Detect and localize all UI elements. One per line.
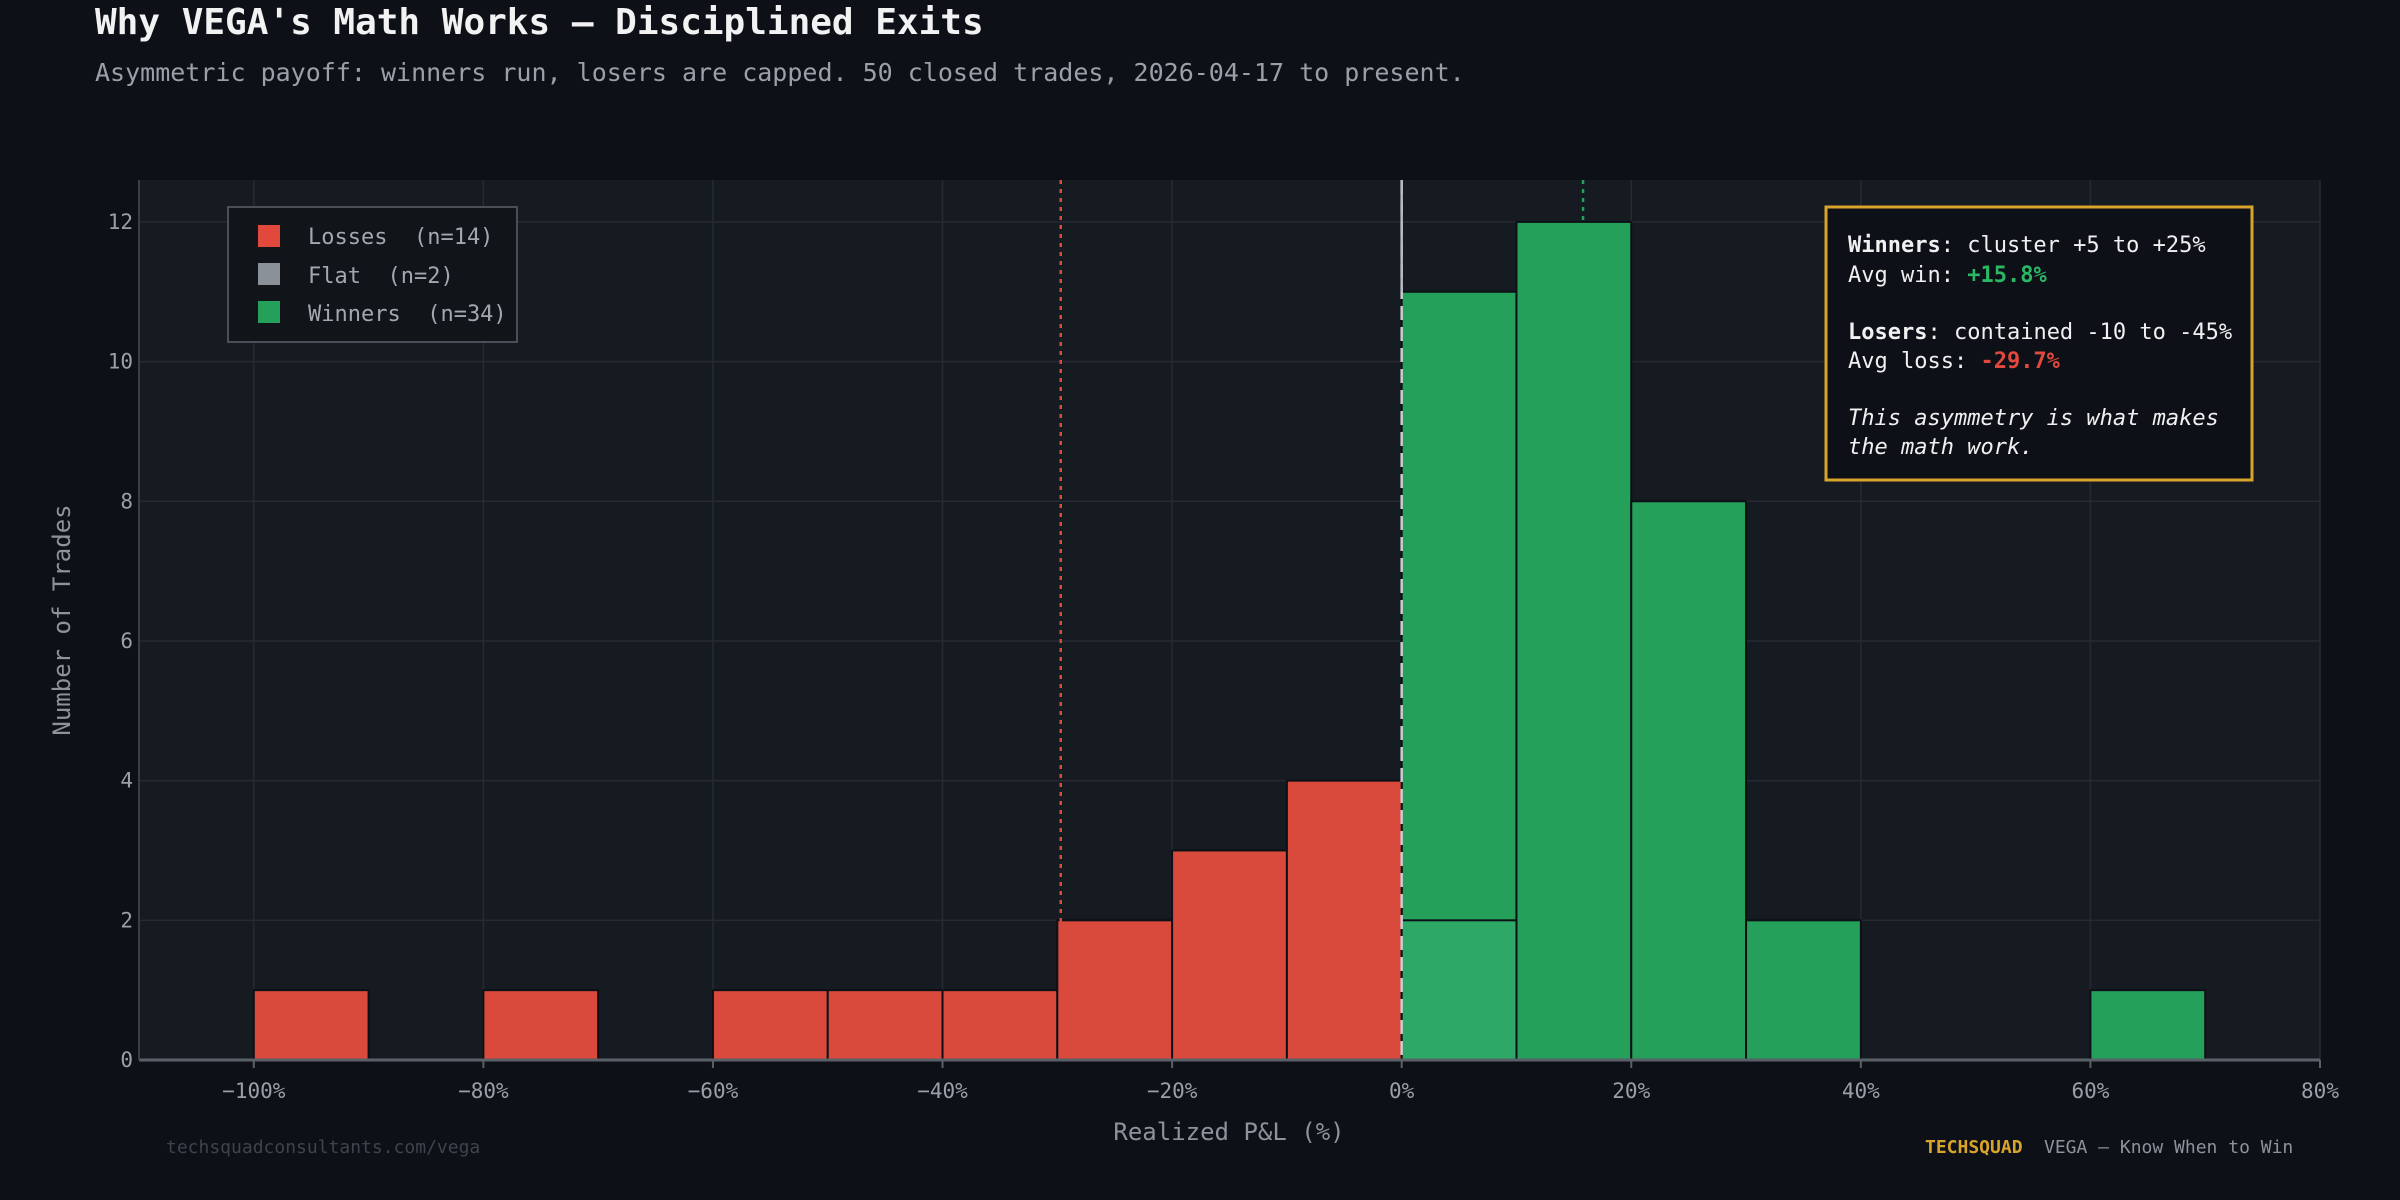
legend-label-flat: Flat (n=2): [308, 264, 454, 289]
footer-brand: TECHSQUAD: [1925, 1137, 2023, 1158]
legend-swatch-winners: [258, 301, 280, 323]
x-tick-labels: −100% −80% −60% −40% −20% 0% 20% 40% 60% 80%: [222, 1060, 2339, 1103]
legend-swatch-flat: [258, 263, 280, 285]
annotation-frame: [1824, 205, 2254, 482]
y-tick-label: 0: [120, 1048, 133, 1072]
x-tick-label: 20%: [1612, 1079, 1650, 1103]
bar-losses: [1171, 849, 1288, 1061]
y-tick-labels: 0 2 4 6 8 10 12: [108, 210, 133, 1072]
annotation-note-line-2: the math work.: [1848, 435, 2033, 460]
legend-label-losses: Losses (n=14): [308, 225, 493, 250]
footer-url: techsquadconsultants.com/vega: [166, 1137, 480, 1158]
y-tick-label: 2: [120, 908, 133, 932]
bar-losses: [826, 989, 944, 1062]
y-tick-label: 12: [108, 210, 133, 234]
annotation-winners-label: Winners: [1848, 233, 1941, 258]
chart-title: Why VEGA's Math Works — Disciplined Exit…: [95, 2, 984, 43]
x-tick-label: −40%: [917, 1079, 968, 1103]
bar-losses: [1285, 779, 1403, 1062]
annotation-avg-win-line: Avg win: +15.8%: [1848, 263, 2047, 288]
annotation-winners-line: Winners: cluster +5 to +25%: [1848, 233, 2206, 258]
footer-tagline: VEGA — Know When to Win: [2044, 1137, 2293, 1158]
annotation-losers-text: : contained -10 to -45%: [1927, 320, 2232, 345]
bar-winners: [1630, 500, 1748, 1061]
x-tick-label: 60%: [2071, 1079, 2109, 1103]
annotation-avg-win-value: +15.8%: [1967, 263, 2047, 288]
x-tick-label: −60%: [688, 1079, 739, 1103]
bar-winners: [1515, 220, 1633, 1061]
y-tick-label: 6: [120, 629, 133, 653]
legend-swatch-losses: [258, 225, 280, 247]
bar-losses: [1056, 919, 1174, 1061]
reference-lines: [1059, 180, 1585, 1060]
annotation-avg-win-label: Avg win:: [1848, 263, 1967, 288]
bar-flat: [1400, 919, 1518, 1061]
annotation-box: Winners: cluster +5 to +25% Avg win: +15…: [1824, 205, 2254, 482]
y-tick-label: 4: [120, 769, 133, 793]
x-axis-label: Realized P&L (%): [1113, 1118, 1344, 1146]
histogram-bars: [252, 220, 2207, 1062]
y-axis-label: Number of Trades: [48, 504, 76, 735]
annotation-note-line-1: This asymmetry is what makes: [1848, 406, 2219, 431]
bar-losses: [711, 989, 829, 1062]
bar-losses: [941, 989, 1059, 1062]
chart-subtitle: Asymmetric payoff: winners run, losers a…: [95, 58, 1465, 87]
annotation-losers-line: Losers: contained -10 to -45%: [1848, 320, 2232, 345]
annotation-avg-loss-line: Avg loss: -29.7%: [1848, 349, 2061, 374]
annotation-losers-label: Losers: [1848, 320, 1927, 345]
bar-losses: [482, 989, 600, 1062]
x-tick-label: −20%: [1147, 1079, 1198, 1103]
bar-losses: [252, 989, 370, 1062]
x-tick-label: −80%: [458, 1079, 509, 1103]
bar-winners: [2089, 989, 2207, 1062]
annotation-avg-loss-label: Avg loss:: [1848, 349, 1980, 374]
x-tick-label: 80%: [2301, 1079, 2339, 1103]
bar-winners: [1745, 919, 1862, 1061]
x-tick-label: −100%: [222, 1079, 286, 1103]
x-tick-label: 40%: [1842, 1079, 1880, 1103]
y-tick-label: 10: [108, 350, 133, 374]
legend-label-winners: Winners (n=34): [308, 302, 507, 327]
annotation-avg-loss-value: -29.7%: [1980, 349, 2060, 374]
legend: Losses (n=14) Flat (n=2) Winners (n=34): [227, 206, 518, 343]
x-tick-label: 0%: [1389, 1079, 1415, 1103]
y-tick-label: 8: [120, 489, 133, 513]
annotation-winners-text: : cluster +5 to +25%: [1941, 233, 2206, 258]
